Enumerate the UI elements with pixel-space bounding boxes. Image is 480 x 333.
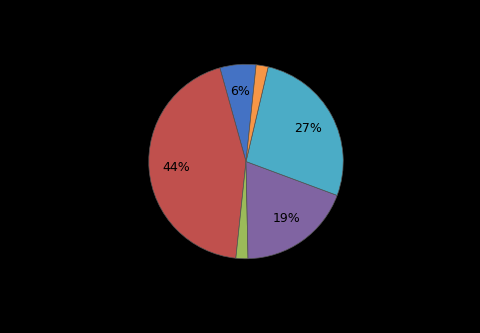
Wedge shape (246, 162, 337, 259)
Wedge shape (149, 68, 246, 258)
Wedge shape (246, 65, 268, 162)
Text: 44%: 44% (162, 161, 190, 174)
Text: 27%: 27% (294, 122, 322, 135)
Wedge shape (236, 162, 248, 259)
Text: 19%: 19% (273, 212, 300, 225)
Wedge shape (246, 67, 343, 195)
Wedge shape (220, 64, 256, 162)
Text: 6%: 6% (230, 85, 250, 98)
